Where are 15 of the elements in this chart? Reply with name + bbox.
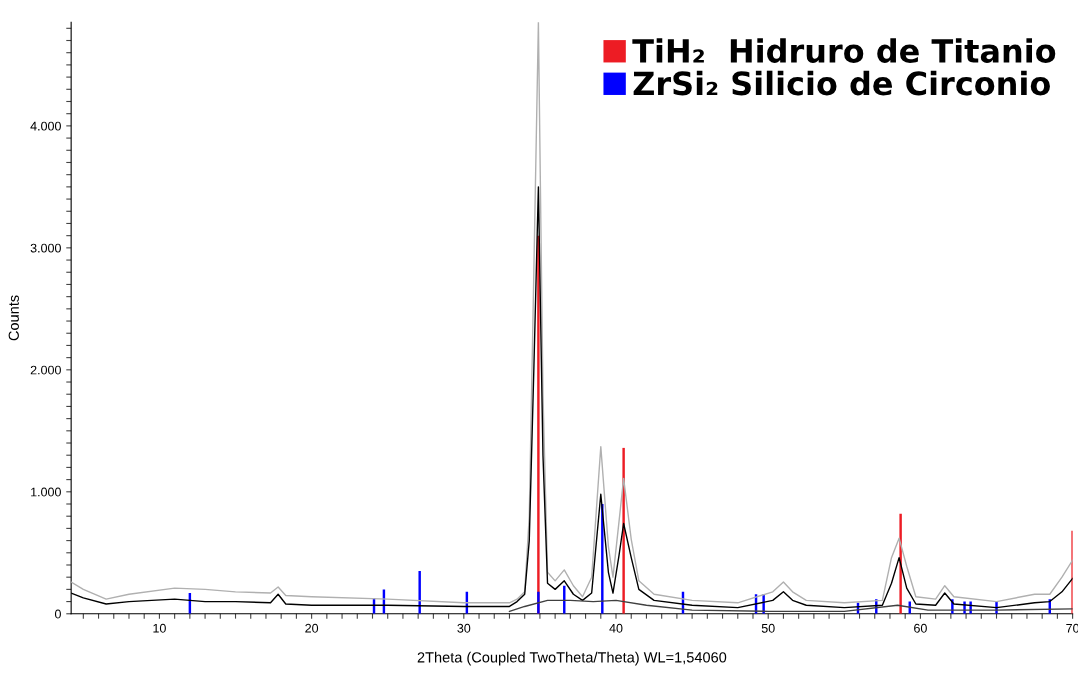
legend-label: TiH₂ Hidruro de Titanio — [632, 38, 1056, 63]
y-axis-title: Counts — [8, 295, 19, 341]
y-tick-label: 3.000 — [30, 243, 61, 253]
y-tick-label: 4.000 — [30, 121, 61, 131]
y-tick-label: 1.000 — [31, 487, 61, 497]
legend-label: ZrSi₂ Silicio de Circonio — [633, 70, 1050, 96]
x-tick-label: 40 — [609, 623, 623, 633]
x-tick-label: 30 — [457, 623, 471, 633]
x-tick-label: 50 — [761, 623, 775, 633]
y-tick-label: 0 — [54, 609, 61, 619]
x-tick-label: 20 — [305, 623, 319, 633]
x-axis-title: 2Theta (Coupled TwoTheta/Theta) WL=1,54060 — [417, 651, 727, 666]
x-tick-label: 10 — [153, 623, 166, 633]
y-tick-label: 2.000 — [30, 365, 61, 375]
x-tick-label: 60 — [914, 623, 927, 633]
